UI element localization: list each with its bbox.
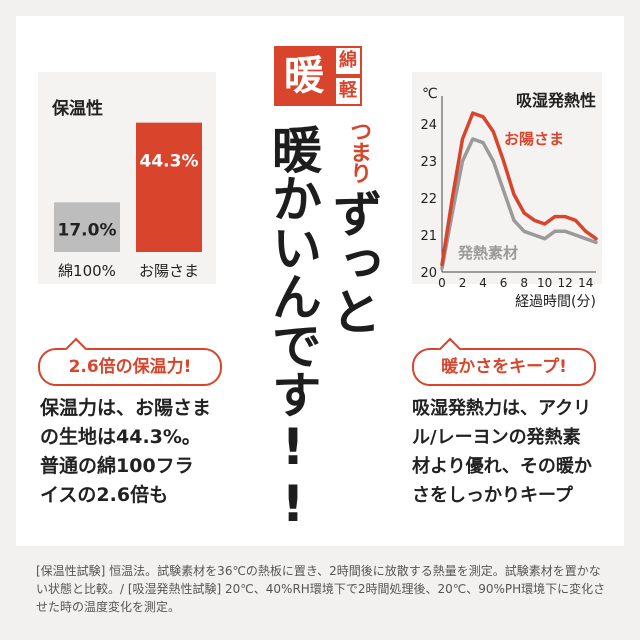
- series-line: [440, 137, 598, 271]
- y-tick-label: 24: [420, 118, 437, 133]
- bar-value-label: 17.0%: [58, 220, 117, 240]
- series-line: [440, 111, 598, 267]
- y-tick-label: 21: [420, 229, 437, 244]
- y-tick-label: 22: [420, 192, 437, 207]
- x-tick-label: 12: [558, 276, 573, 290]
- y-tick-label: 20: [420, 266, 437, 281]
- y-tick-label: 23: [420, 155, 437, 170]
- series-label: 発熱素材: [457, 244, 518, 262]
- x-tick-label: 2: [459, 276, 467, 290]
- bar-category-label: お陽さま: [139, 262, 199, 280]
- heat-retention-text: 保温力は、お陽さま の生地は44.3%。 普通の綿100フラ イスの2.6倍も: [40, 397, 212, 506]
- badge-sub-1: 綿: [334, 46, 362, 76]
- x-tick-label: 10: [537, 276, 552, 290]
- heat-retention-callout-label: 2.6倍の保温力!: [68, 357, 192, 377]
- y-unit-label: ℃: [422, 86, 438, 102]
- x-tick-label: 4: [479, 276, 487, 290]
- line-chart-title: 吸湿発熱性: [516, 91, 596, 110]
- x-tick-label: 8: [520, 276, 528, 290]
- x-tick-label: 6: [500, 276, 508, 290]
- bar-1: [136, 122, 202, 252]
- bar-chart: 保温性 17.0% 綿100% 44.3% お陽さま: [51, 98, 202, 280]
- badge-sub-2: 軽: [334, 76, 362, 106]
- bar-value-label: 44.3%: [140, 152, 199, 172]
- bar-category-label: 綿100%: [58, 262, 116, 280]
- keep-warm-text: 吸湿発熱力は、アクリ ル/レーヨンの発熱素 材より優れ、その暖か さをしっかりキ…: [412, 398, 592, 506]
- x-tick-label: 0: [438, 276, 446, 290]
- keep-warm-callout: 暖かさをキープ!: [412, 337, 596, 386]
- heat-retention-callout: 2.6倍の保温力!: [38, 337, 222, 386]
- headline-line-2: ずっと: [324, 188, 382, 335]
- warm-badge: 暖 綿 軽: [274, 46, 362, 110]
- line-chart-panel: ℃ 吸湿発熱性 20 21 22 23 24 0 2 4 6 8 10 12 14 経過時間(分) お陽さま 発熱…: [412, 72, 602, 310]
- bar-chart-panel: 保温性 17.0% 綿100% 44.3% お陽さま: [38, 72, 216, 284]
- series-label: お陽さま: [504, 130, 564, 148]
- x-axis-label: 経過時間(分): [515, 294, 596, 310]
- headline-line-1: 暖かいんです!!: [264, 124, 322, 532]
- headline-tsumari: つまり: [346, 120, 371, 183]
- keep-warm-callout-label: 暖かさをキープ!: [441, 357, 567, 377]
- test-method-footnote: [保温性試験] 恒温法。試験素材を36℃の熱板に置き、2時間後に放散する熱量を測…: [36, 564, 606, 614]
- badge-main: 暖: [274, 46, 334, 106]
- bar-chart-title: 保温性: [51, 98, 103, 119]
- bar-0: [54, 202, 120, 252]
- x-tick-label: 14: [578, 276, 593, 290]
